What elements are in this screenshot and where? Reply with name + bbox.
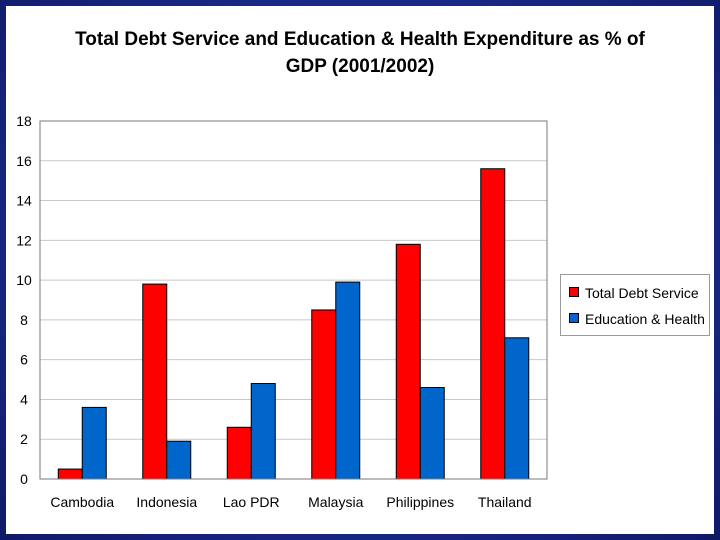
bar-education-health bbox=[81, 406, 107, 480]
bar-debt bbox=[226, 426, 252, 480]
x-tick-label: Philippines bbox=[386, 494, 454, 510]
chart-legend: Total Debt Service Education & Health bbox=[560, 274, 710, 336]
y-tick-label: 10 bbox=[16, 272, 32, 288]
x-tick-label: Thailand bbox=[478, 494, 532, 510]
bar-education-health bbox=[250, 383, 276, 480]
legend-swatch-education-health bbox=[569, 313, 579, 323]
x-tick-label: Cambodia bbox=[50, 494, 114, 510]
bar-chart: 0 2 4 6 8 10 12 14 16 18 Cambodia Indonesia Lao PDR M… bbox=[16, 113, 548, 510]
chart-title-line1: Total Debt Service and Education & Healt… bbox=[75, 29, 645, 50]
slide-frame: Total Debt Service and Education & Healt… bbox=[6, 6, 714, 534]
y-tick-label: 4 bbox=[20, 391, 28, 407]
y-tick-label: 14 bbox=[16, 193, 32, 209]
legend-swatch-debt bbox=[569, 287, 579, 297]
x-tick-label: Malaysia bbox=[308, 494, 363, 510]
legend-item-debt: Total Debt Service bbox=[569, 285, 699, 301]
x-tick-label: Indonesia bbox=[136, 494, 197, 510]
bar-education-health bbox=[166, 440, 192, 480]
plot-area bbox=[40, 121, 547, 479]
legend-label-education-health: Education & Health bbox=[585, 311, 705, 327]
y-tick-label: 16 bbox=[16, 153, 32, 169]
bar-debt bbox=[480, 168, 506, 480]
bar-debt bbox=[311, 309, 337, 480]
y-tick-label: 18 bbox=[16, 113, 32, 129]
legend-label-debt: Total Debt Service bbox=[585, 285, 699, 301]
bar-debt bbox=[395, 243, 421, 480]
legend-item-education-health: Education & Health bbox=[569, 311, 705, 327]
bar-education-health bbox=[335, 281, 361, 480]
y-tick-label: 0 bbox=[20, 471, 28, 487]
chart-title: Total Debt Service and Education & Healt… bbox=[6, 26, 714, 80]
chart-title-line2: GDP (2001/2002) bbox=[285, 56, 435, 77]
y-tick-label: 2 bbox=[20, 431, 28, 447]
y-tick-label: 6 bbox=[20, 352, 28, 368]
y-tick-label: 12 bbox=[16, 232, 32, 248]
bar-debt bbox=[142, 283, 168, 480]
bar-debt bbox=[57, 468, 83, 480]
y-tick-label: 8 bbox=[20, 312, 28, 328]
plot-border bbox=[39, 120, 548, 480]
bar-education-health bbox=[504, 337, 530, 480]
bar-education-health bbox=[419, 387, 445, 480]
x-tick-label: Lao PDR bbox=[223, 494, 280, 510]
